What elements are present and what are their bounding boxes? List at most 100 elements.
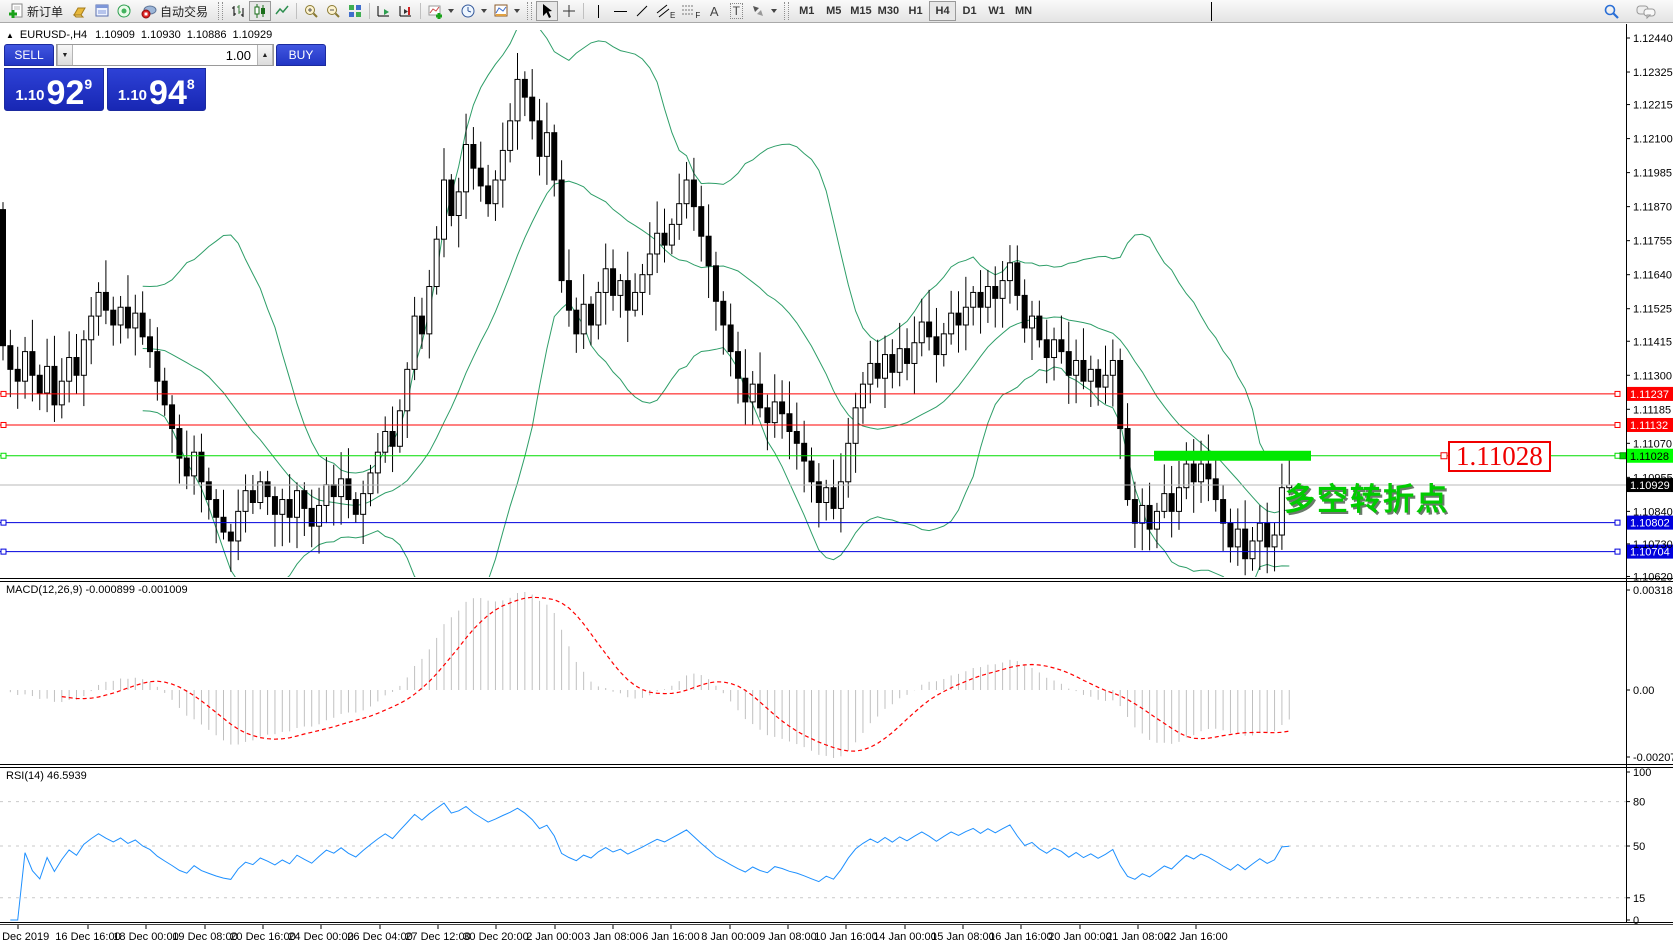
x-axis-date-label: 20 Jan 00:00 — [1048, 931, 1112, 943]
auto-scroll-button[interactable] — [373, 1, 395, 21]
buy-price-prefix: 1.10 — [117, 87, 148, 104]
volume-decrease-button[interactable]: ▼ — [57, 45, 73, 65]
line-handle[interactable] — [0, 548, 7, 555]
line-handle[interactable] — [1614, 421, 1621, 428]
toolbar: 新订单 自动交易 — [0, 0, 1673, 23]
y-axis-tick-label: 1.11985 — [1633, 168, 1672, 180]
timeframe-m15-button[interactable]: M15 — [847, 1, 874, 21]
y-axis-tick-label: 1.11185 — [1633, 404, 1671, 416]
text-label-button[interactable]: T — [725, 1, 747, 21]
y-axis-tick-label: 1.10620 — [1633, 571, 1673, 583]
collapse-panel-icon[interactable]: ▲ — [6, 30, 14, 40]
autotrade-label: 自动交易 — [160, 4, 209, 19]
y-axis-tick-label: 1.10955 — [1633, 472, 1673, 484]
sell-price-prefix: 1.10 — [15, 87, 45, 104]
x-axis-date-label: 21 Jan 08:00 — [1106, 931, 1170, 943]
x-axis-date-label: 27 Dec 12:00 — [405, 931, 470, 943]
timeframe-w1-button[interactable]: W1 — [983, 1, 1010, 21]
auto-scroll-icon — [377, 6, 390, 17]
toolbar-separator — [369, 3, 371, 19]
buy-price-button[interactable]: 1.10 94 8 — [106, 68, 206, 111]
volume-input[interactable] — [73, 45, 257, 65]
sell-button[interactable]: SELL — [4, 44, 54, 66]
line-handle[interactable] — [0, 421, 7, 428]
toolbar-right-group — [1600, 1, 1659, 21]
new-order-button[interactable]: 新订单 — [2, 1, 69, 21]
line-handle[interactable] — [0, 519, 7, 526]
fibonacci-letter: F — [695, 10, 701, 20]
crosshair-icon — [563, 5, 576, 17]
trendline-button[interactable] — [631, 1, 653, 21]
crosshair-button[interactable] — [558, 1, 580, 21]
text-label-tool-label: T — [729, 3, 743, 19]
buy-button[interactable]: BUY — [276, 44, 326, 66]
line-handle[interactable] — [1614, 452, 1621, 459]
y-axis-tick-label: 1.11070 — [1633, 438, 1672, 450]
tile-windows-button[interactable] — [344, 1, 366, 21]
timeframe-d1-button[interactable]: D1 — [956, 1, 983, 21]
timeframe-h4-button[interactable]: H4 — [929, 1, 957, 21]
macd-label: MACD(12,26,9) -0.000899 -0.001009 — [6, 584, 188, 596]
chat-button[interactable] — [1633, 1, 1659, 21]
toolbar-grip — [527, 2, 533, 20]
line-handle[interactable] — [0, 390, 7, 397]
rsi-panel — [0, 801, 1626, 921]
rsi-tick-label: 80 — [1633, 797, 1645, 809]
rsi-tick-label: 50 — [1633, 841, 1645, 853]
volume-increase-button[interactable]: ▲ — [257, 45, 273, 65]
line-handle[interactable] — [0, 452, 7, 459]
label-anchor-handle[interactable] — [1440, 452, 1448, 460]
volume-stepper: ▼ ▲ — [56, 44, 274, 66]
templates-button[interactable] — [490, 1, 523, 21]
zoom-out-button[interactable] — [322, 1, 344, 21]
bar-chart-button[interactable] — [227, 1, 249, 21]
toolbar-grip — [218, 2, 224, 20]
arrows-button[interactable] — [747, 1, 780, 21]
fibonacci-button[interactable]: F — [678, 1, 703, 21]
cursor-button[interactable] — [536, 1, 559, 21]
timeframe-m5-button[interactable]: M5 — [820, 1, 847, 21]
text-tool-label: A — [709, 3, 719, 19]
autotrade-button[interactable]: 自动交易 — [135, 1, 214, 21]
price-annotation-label[interactable]: 1.11028 — [1448, 441, 1551, 472]
chart-info-line: ▲ EURUSD-,H4 1.10909 1.10930 1.10886 1.1… — [6, 29, 272, 41]
trade-panel-prices: 1.10 92 9 1.10 94 8 — [4, 68, 206, 111]
chat-icon — [1636, 5, 1656, 19]
navigator-button[interactable] — [113, 1, 135, 21]
candles — [0, 53, 1293, 576]
horizontal-line-button[interactable] — [609, 1, 631, 21]
periods-button[interactable] — [457, 1, 490, 21]
sell-price-button[interactable]: 1.10 92 9 — [4, 68, 104, 111]
text-button[interactable]: A — [703, 1, 725, 21]
line-chart-button[interactable] — [271, 1, 293, 21]
axis-price-tag — [1627, 448, 1673, 463]
candlestick-chart-button[interactable] — [249, 1, 272, 21]
line-handle[interactable] — [1614, 548, 1621, 555]
timeframe-mn-button[interactable]: MN — [1010, 1, 1037, 21]
y-axis-tick-label: 1.11640 — [1633, 270, 1672, 282]
zoom-in-button[interactable] — [300, 1, 322, 21]
x-axis-date-label: 13 Dec 2019 — [0, 931, 49, 943]
turning-point-note[interactable]: 多空转折点 — [1284, 482, 1449, 517]
search-button[interactable] — [1600, 1, 1623, 21]
market-watch-button[interactable] — [69, 1, 91, 21]
axis-price-tag — [1627, 478, 1673, 493]
navigator-icon — [117, 4, 131, 18]
chart-shift-button[interactable] — [395, 1, 417, 21]
line-handle[interactable] — [1614, 390, 1621, 397]
text-caret — [1211, 2, 1212, 21]
y-axis-tick-label: 1.10840 — [1633, 506, 1673, 518]
data-window-button[interactable] — [91, 1, 113, 21]
trade-panel-top-row: SELL ▼ ▲ BUY — [4, 44, 326, 66]
highlight-rectangle[interactable] — [1154, 450, 1311, 461]
vertical-line-button[interactable] — [587, 1, 609, 21]
timeframe-h1-button[interactable]: H1 — [902, 1, 929, 21]
line-handle[interactable] — [1619, 452, 1627, 460]
timeframe-m30-button[interactable]: M30 — [875, 1, 902, 21]
indicators-button[interactable] — [424, 1, 457, 21]
timeframe-m1-button[interactable]: M1 — [793, 1, 820, 21]
line-handle[interactable] — [1614, 519, 1621, 526]
equidistant-channel-button[interactable]: E — [653, 1, 678, 21]
horizontal-line-icon — [613, 10, 627, 12]
